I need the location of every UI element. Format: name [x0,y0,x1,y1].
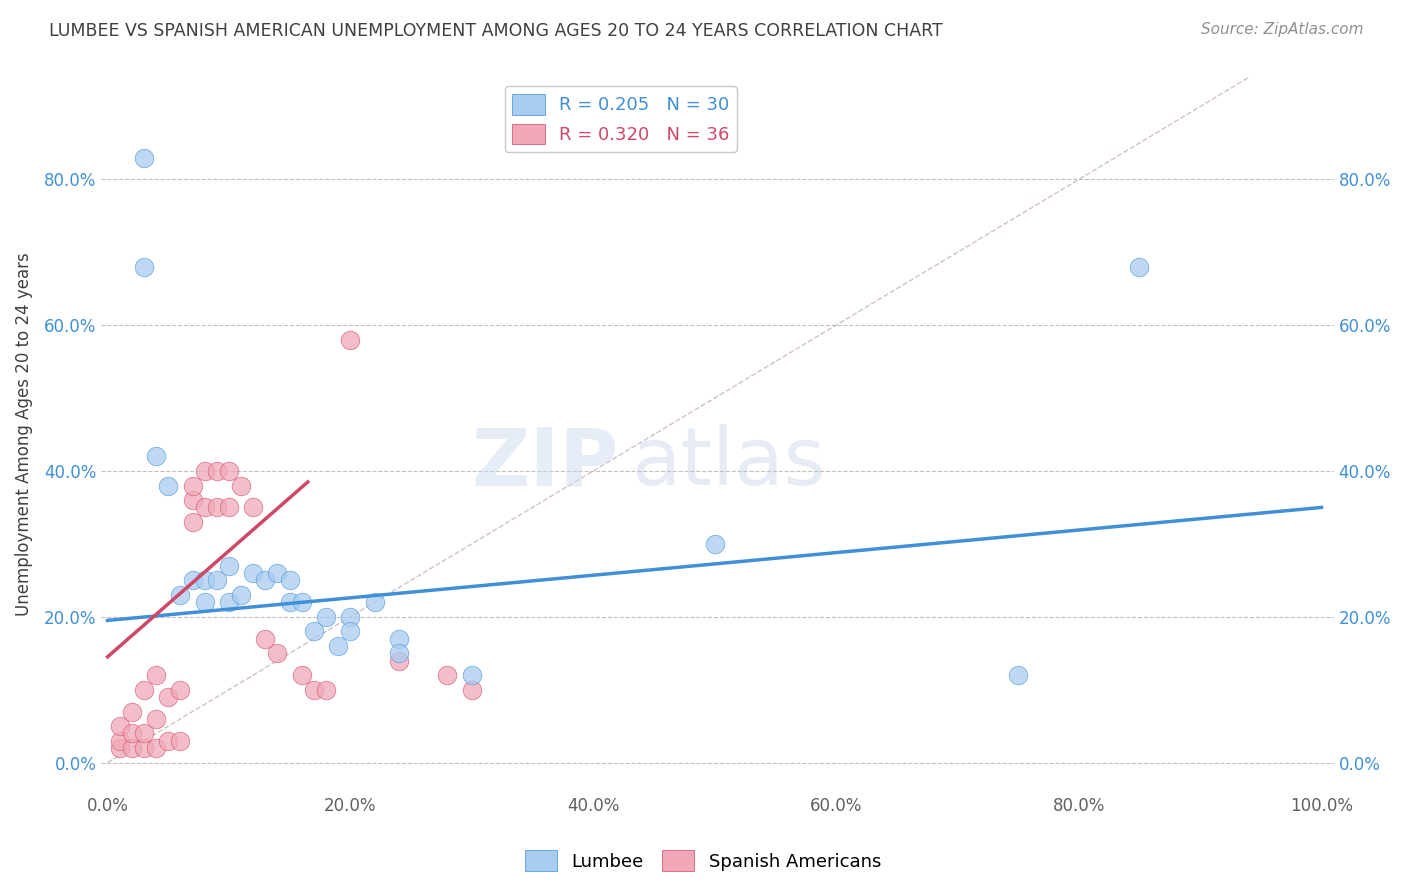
Point [205,574,228,588]
Point [132,151,155,165]
Point [461,682,484,697]
Point [108,741,131,756]
Legend: Lumbee, Spanish Americans: Lumbee, Spanish Americans [517,843,889,879]
Point [278,595,301,609]
Point [266,566,288,580]
Point [315,609,337,624]
Point [132,726,155,740]
Point [242,566,264,580]
Point [169,733,191,747]
Point [388,653,411,667]
Point [339,609,361,624]
Point [218,558,240,573]
Point [302,624,325,639]
Point [339,333,361,347]
Point [194,595,217,609]
Text: atlas: atlas [631,424,825,502]
Point [218,500,240,515]
Point [388,646,411,660]
Point [121,705,143,719]
Point [157,733,180,747]
Point [363,595,385,609]
Point [181,478,204,492]
Point [194,574,217,588]
Point [194,464,217,478]
Point [388,632,411,646]
Point [121,726,143,740]
Point [302,682,325,697]
Point [169,682,191,697]
Point [291,595,314,609]
Point [181,493,204,508]
Legend: R = 0.205   N = 30, R = 0.320   N = 36: R = 0.205 N = 30, R = 0.320 N = 36 [505,87,737,152]
Point [169,588,191,602]
Point [291,668,314,682]
Point [315,682,337,697]
Point [145,450,167,464]
Y-axis label: Unemployment Among Ages 20 to 24 years: Unemployment Among Ages 20 to 24 years [15,252,32,616]
Point [1128,260,1150,274]
Point [181,574,204,588]
Point [132,741,155,756]
Point [703,537,725,551]
Point [436,668,458,682]
Point [121,741,143,756]
Text: LUMBEE VS SPANISH AMERICAN UNEMPLOYMENT AMONG AGES 20 TO 24 YEARS CORRELATION CH: LUMBEE VS SPANISH AMERICAN UNEMPLOYMENT … [49,22,943,40]
Point [194,500,217,515]
Point [218,595,240,609]
Point [461,668,484,682]
Point [328,639,350,653]
Point [145,712,167,726]
Point [254,632,277,646]
Point [145,668,167,682]
Point [266,646,288,660]
Point [339,624,361,639]
Point [132,682,155,697]
Point [229,478,252,492]
Point [157,478,180,492]
Text: ZIP: ZIP [472,424,619,502]
Point [254,574,277,588]
Point [205,464,228,478]
Point [157,690,180,704]
Point [218,464,240,478]
Point [108,733,131,747]
Point [205,500,228,515]
Point [278,574,301,588]
Text: Source: ZipAtlas.com: Source: ZipAtlas.com [1201,22,1364,37]
Point [145,741,167,756]
Point [1007,668,1029,682]
Point [181,515,204,529]
Point [108,719,131,733]
Point [242,500,264,515]
Point [132,260,155,274]
Point [229,588,252,602]
